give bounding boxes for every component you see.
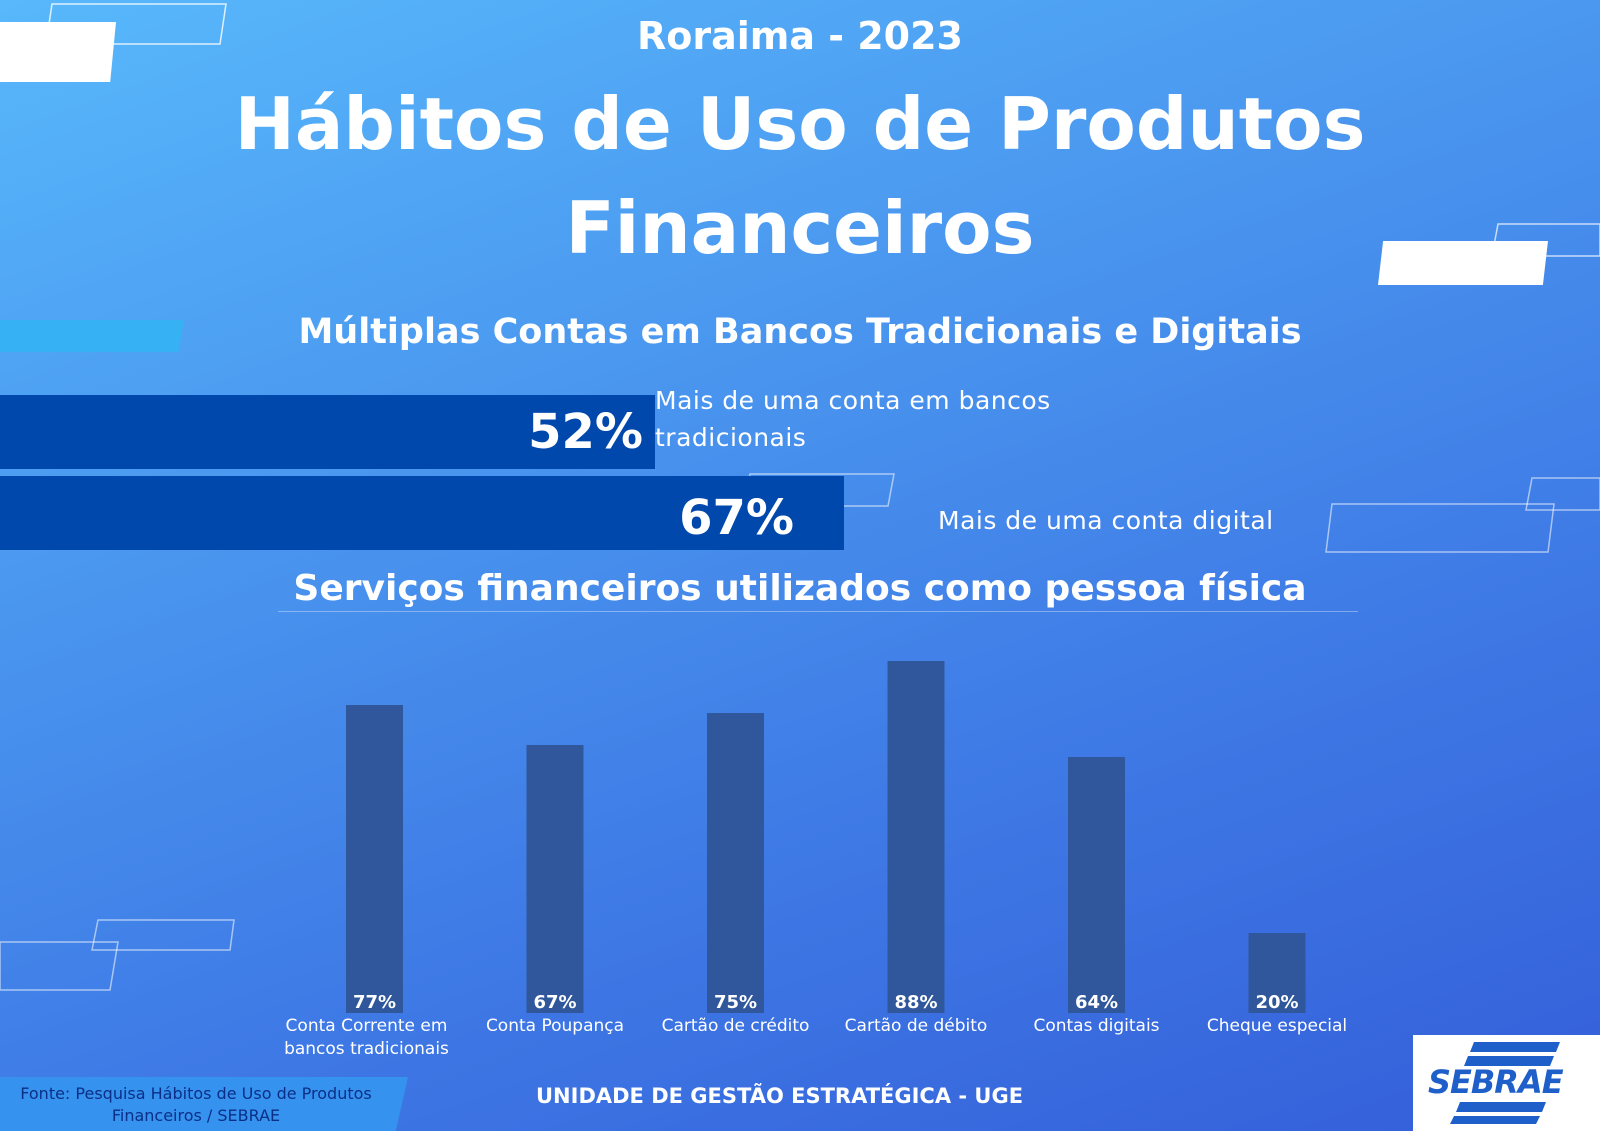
- hbar-traditional-banks: [0, 395, 655, 469]
- bar-contas-digitais: [1068, 757, 1125, 1013]
- source-note: Fonte: Pesquisa Hábitos de Uso de Produt…: [20, 1084, 372, 1125]
- bar-category-label-cheque-especial: Cheque especial: [1207, 1016, 1347, 1036]
- bar-value-cheque-especial: 20%: [1255, 992, 1298, 1013]
- bar-value-conta-poupanca: 67%: [533, 992, 576, 1013]
- source-box: [0, 1077, 408, 1131]
- sebrae-logo-text: SEBRAE: [1428, 1063, 1564, 1101]
- hbar-digital-accounts: [0, 476, 844, 550]
- hbar-traditional-banks-value: 52%: [528, 404, 643, 460]
- deco-shape-right-solid: [1378, 241, 1548, 285]
- deco-shape-top-left-solid: [0, 22, 116, 82]
- bar-category-label-conta-poupanca: Conta Poupança: [486, 1016, 624, 1036]
- bar-cartao-debito: [887, 661, 945, 1013]
- deco-shape-right-mid-outline: [1325, 477, 1600, 553]
- deco-shape-top-left-outline: [45, 3, 227, 45]
- hbar-digital-accounts-value: 67%: [679, 490, 794, 546]
- bar-cheque-especial: [1248, 933, 1306, 1013]
- section-title-financial-services: Serviços financeiros utilizados como pes…: [293, 568, 1307, 609]
- bar-value-cartao-debito: 88%: [894, 992, 937, 1013]
- page-title: Hábitos de Uso de Produtos Financeiros: [234, 82, 1366, 270]
- sebrae-logo-icon: [1450, 1042, 1560, 1124]
- bar-value-conta-corrente: 77%: [353, 992, 396, 1013]
- bar-category-label-cartao-credito: Cartão de crédito: [662, 1016, 810, 1036]
- bar-value-cartao-credito: 75%: [714, 992, 757, 1013]
- bar-conta-corrente: [346, 705, 403, 1013]
- bar-category-label-contas-digitais: Contas digitais: [1033, 1016, 1159, 1036]
- bar-value-contas-digitais: 64%: [1075, 992, 1118, 1013]
- region-year-subtitle: Roraima - 2023: [636, 14, 963, 58]
- deco-shape-bottom-left-outline: [0, 919, 235, 991]
- deco-shape-right-outline: [1491, 223, 1600, 257]
- bar-category-label-conta-corrente: Conta Corrente em bancos tradicionais: [284, 1016, 449, 1059]
- hbar-digital-accounts-label: Mais de uma conta digital: [938, 506, 1274, 535]
- deco-shape-left-cyan: [0, 320, 184, 352]
- section-title-multiple-accounts: Múltiplas Contas em Bancos Tradicionais …: [298, 312, 1302, 352]
- hbar-traditional-banks-label: Mais de uma conta em bancos tradicionais: [655, 386, 1051, 452]
- bar-category-label-cartao-debito: Cartão de débito: [845, 1016, 988, 1036]
- bar-conta-poupanca: [526, 745, 584, 1013]
- unit-name: UNIDADE DE GESTÃO ESTRATÉGICA - UGE: [536, 1084, 1024, 1108]
- bar-cartao-credito: [707, 713, 764, 1013]
- section-title-underline: [278, 611, 1358, 612]
